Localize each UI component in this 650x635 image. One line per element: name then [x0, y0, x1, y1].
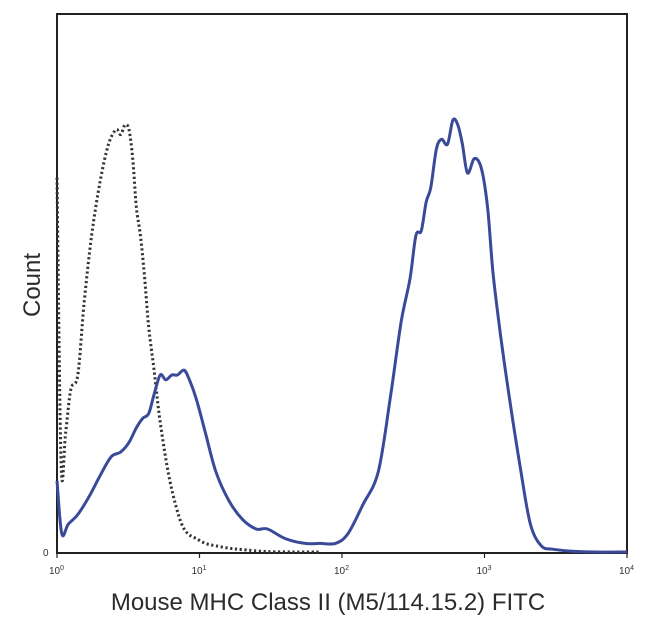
x-tick-label-0: 100	[49, 565, 64, 577]
x-tick-label-3: 103	[477, 565, 492, 577]
series-layer	[55, 117, 628, 554]
series-line-mhc-class-ii	[55, 117, 628, 554]
series-line-isotype-control	[55, 123, 320, 554]
plot-frame	[56, 13, 628, 554]
y-tick-label-0: 0	[43, 548, 49, 559]
x-tick-label-2: 102	[334, 565, 349, 577]
x-tick-label-1: 101	[192, 565, 207, 577]
x-axis-title: Mouse MHC Class II (M5/114.15.2) FITC	[111, 589, 545, 616]
x-axis-ticks: 100 101 102 103 104	[49, 553, 634, 577]
y-axis-title: Count	[19, 253, 46, 317]
x-tick-label-4: 104	[619, 565, 634, 577]
